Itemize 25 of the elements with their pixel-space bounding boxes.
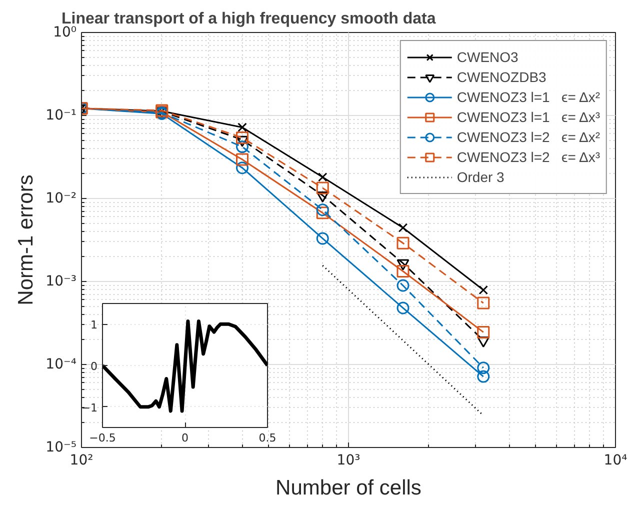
y-tick-label: 10⁻³ [46,274,77,290]
y-tick-label: 10⁻² [46,190,77,206]
y-tick-label: −1 [81,401,98,414]
legend-label: CWENO3 [456,48,518,67]
legend-label: CWENOZ3 l=1 ϵ= Δx² [456,88,600,107]
x-axis-title: Number of cells [276,476,422,500]
x-tick-label: −0.5 [89,432,116,444]
y-tick-label: 0 [90,360,98,373]
legend-label: Order 3 [456,168,504,187]
legend-label: CWENOZDB3 [456,68,546,87]
y-tick-label: 10⁻⁴ [46,356,77,372]
chart-title: Linear transport of a high frequency smooth data [62,10,436,28]
y-tick-label: 10⁻¹ [46,108,77,124]
legend-label: CWENOZ3 l=2 ϵ= Δx² [456,128,600,147]
x-tick-label: 0 [182,432,188,444]
x-tick-label: 0.5 [258,432,276,444]
y-axis-title: Norm-1 errors [14,174,38,306]
x-tick-label: 10⁴ [604,452,628,468]
x-tick-label: 10² [70,452,94,468]
legend-label: CWENOZ3 l=2 ϵ= Δx³ [456,148,600,167]
y-tick-label: 1 [90,318,98,332]
x-tick-label: 10³ [336,452,360,468]
y-tick-label: 10⁰ [53,24,77,40]
y-tick-label: 10⁻⁵ [46,440,77,456]
legend-label: CWENOZ3 l=1 ϵ= Δx³ [456,108,600,127]
